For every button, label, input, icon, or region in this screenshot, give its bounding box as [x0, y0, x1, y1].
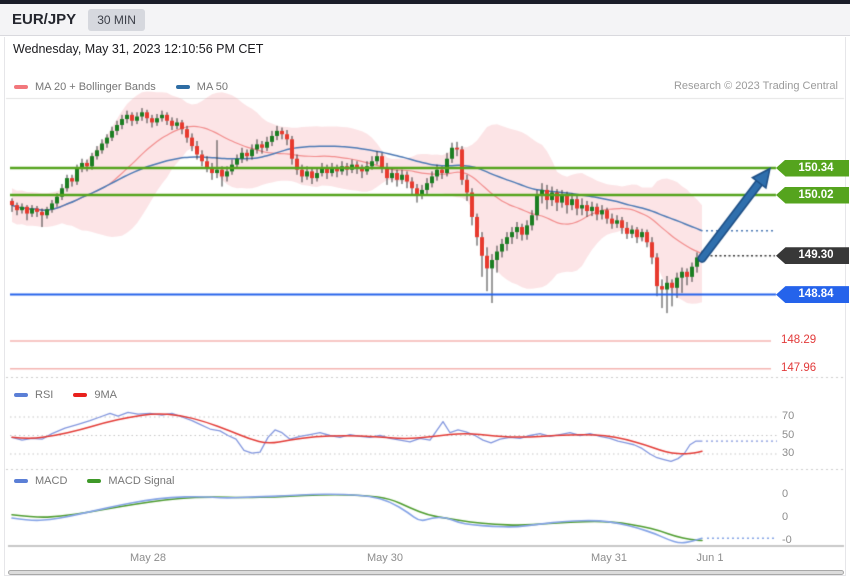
- rsi-tick-label: 30: [782, 447, 795, 459]
- x-axis-label: May 28: [129, 552, 167, 564]
- rsi-9ma-label: 9MA: [94, 389, 117, 401]
- x-axis-label: Jun 1: [696, 552, 724, 564]
- rsi-swatch-icon: [14, 393, 28, 397]
- macd-label: MACD: [35, 475, 68, 487]
- x-axis-label: May 31: [590, 552, 628, 564]
- support-level-label: 148.29: [781, 333, 817, 346]
- resistance-price-tag: 150.34: [776, 159, 849, 177]
- last-price-tag: 149.30: [776, 247, 849, 265]
- rsi-label: RSI: [35, 389, 54, 401]
- support-level-label: 147.96: [781, 361, 817, 374]
- macd-signal-swatch-icon: [87, 479, 102, 483]
- attribution-label: Research © 2023 Trading Central: [673, 80, 838, 92]
- rsi-tick-label: 70: [782, 410, 795, 422]
- x-axis-scrollbar[interactable]: [8, 570, 844, 575]
- resistance-price-tag: 150.02: [776, 186, 849, 204]
- macd-swatch-icon: [14, 479, 28, 483]
- rsi-tick-label: 50: [782, 428, 795, 441]
- macd-tick-label: -0: [782, 533, 792, 546]
- price-legend: MA 20 + Bollinger Bands MA 50: [14, 81, 228, 93]
- rsi-9ma-swatch-icon: [73, 393, 88, 397]
- macd-signal-label: MACD Signal: [108, 475, 175, 487]
- ma50-swatch-icon: [175, 85, 190, 89]
- macd-tick-label: 0: [782, 487, 789, 500]
- rsi-legend: RSI 9MA: [14, 389, 117, 401]
- support-price-tag: 148.84: [776, 286, 849, 304]
- ma50-label: MA 50: [196, 81, 228, 93]
- ma20-bollinger-label: MA 20 + Bollinger Bands: [35, 81, 156, 93]
- macd-legend: MACD MACD Signal: [14, 475, 174, 487]
- macd-tick-label: 0: [782, 510, 789, 523]
- ma20-bollinger-swatch-icon: [14, 85, 28, 89]
- x-axis-label: May 30: [366, 552, 404, 564]
